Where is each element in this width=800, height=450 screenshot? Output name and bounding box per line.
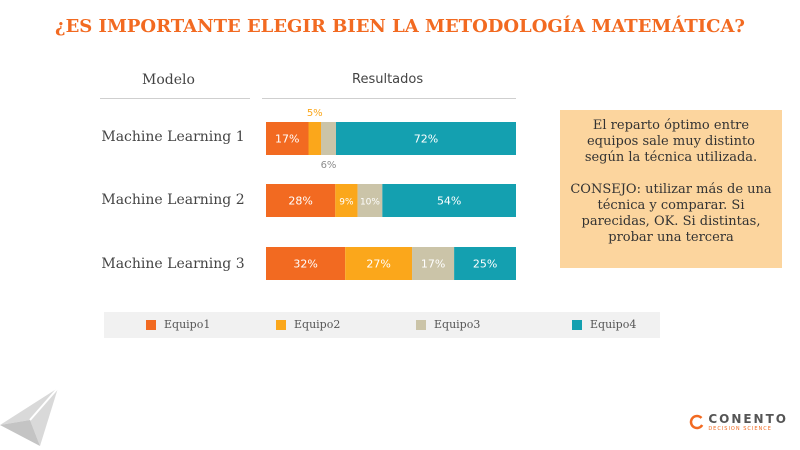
header-rule-modelo <box>100 98 250 99</box>
data-label-equipo3-row2: 10% <box>360 198 380 208</box>
decorative-arrow-icon <box>0 387 59 446</box>
bar-equipo1-row2 <box>266 184 336 217</box>
data-label-equipo3-row3: 17% <box>421 258 445 271</box>
legend-item-equipo4: Equipo4 <box>572 318 636 331</box>
column-header-resultados: Resultados <box>352 72 424 87</box>
legend-label-equipo1: Equipo1 <box>164 318 211 331</box>
conento-logo: CONENTO DECISION SCIENCE <box>689 412 788 432</box>
data-label-equipo2-row1: 5% <box>307 108 323 119</box>
legend-label-equipo4: Equipo4 <box>590 318 637 331</box>
data-label-equipo1-row1: 17% <box>275 133 299 146</box>
bar-equipo3-row2 <box>357 184 383 217</box>
legend-item-equipo3: Equipo3 <box>416 318 480 331</box>
bar-equipo2-row2 <box>335 184 358 217</box>
legend-swatch-equipo3 <box>416 319 426 330</box>
data-label-equipo4-row1: 72% <box>414 133 438 146</box>
legend-label-equipo3: Equipo3 <box>434 318 481 331</box>
legend-label-equipo2: Equipo2 <box>294 318 341 331</box>
bar-equipo1-row1 <box>266 122 309 155</box>
legend-swatch-equipo4 <box>572 319 582 330</box>
legend-swatch-equipo2 <box>276 319 286 330</box>
data-label-equipo3-row1: 6% <box>321 160 337 171</box>
advice-note-box: El reparto óptimo entre equipos sale muy… <box>560 110 782 268</box>
legend-item-equipo2: Equipo2 <box>276 318 340 331</box>
data-label-equipo2-row3: 27% <box>366 258 390 271</box>
note-paragraph-1: El reparto óptimo entre equipos sale muy… <box>584 118 758 165</box>
data-label-equipo1-row3: 32% <box>293 258 317 271</box>
data-label-equipo1-row2: 28% <box>288 195 312 208</box>
bar-equipo3-row3 <box>412 247 455 280</box>
bar-equipo2-row1 <box>308 122 321 155</box>
bar-equipo4-row3 <box>454 247 516 280</box>
row-label-ml1: Machine Learning 1 <box>101 129 245 145</box>
data-label-equipo4-row2: 54% <box>437 195 461 208</box>
legend-swatch-equipo1 <box>146 319 156 330</box>
data-label-equipo2-row2: 9% <box>339 198 354 208</box>
bar-equipo1-row3 <box>266 247 346 280</box>
legend-item-equipo1: Equipo1 <box>146 318 210 331</box>
header-rule-resultados <box>262 98 516 99</box>
logo-name: CONENTO <box>708 412 788 426</box>
bar-equipo2-row3 <box>345 247 413 280</box>
page-title: ¿ES IMPORTANTE ELEGIR BIEN LA METODOLOGÍ… <box>55 16 745 37</box>
row-label-ml2: Machine Learning 2 <box>101 192 245 208</box>
data-label-equipo4-row3: 25% <box>473 258 497 271</box>
bar-equipo3-row1 <box>321 122 336 155</box>
row-label-ml3: Machine Learning 3 <box>101 256 245 272</box>
note-paragraph-2: CONSEJO: utilizar más de una técnica y c… <box>570 182 772 245</box>
chart-legend: Equipo1 Equipo2 Equipo3 Equipo4 <box>104 312 660 338</box>
conento-logo-icon <box>690 414 705 430</box>
bar-equipo4-row1 <box>336 122 516 155</box>
logo-tagline: DECISION SCIENCE <box>708 426 772 432</box>
column-header-modelo: Modelo <box>142 72 195 88</box>
bar-equipo4-row2 <box>382 184 516 217</box>
